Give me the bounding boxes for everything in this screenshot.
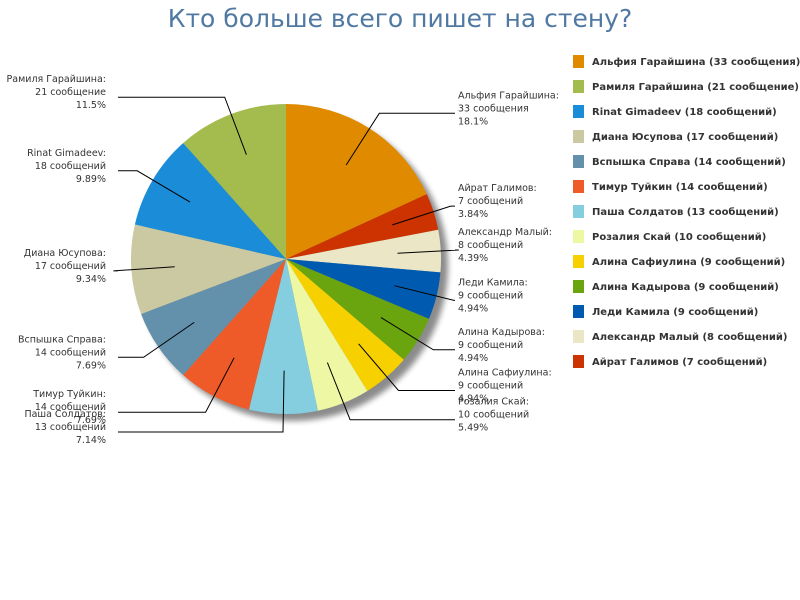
pie-slice-6 bbox=[286, 259, 368, 411]
pie-slice-11 bbox=[134, 142, 286, 259]
pie-slice-7 bbox=[248, 259, 318, 415]
legend-swatch-10 bbox=[573, 305, 584, 318]
callout-label-12-value: 21 сообщение bbox=[35, 87, 106, 98]
callout-line-8 bbox=[118, 357, 235, 413]
callout-line-7 bbox=[118, 370, 285, 433]
callout-label-9-percent: 7.69% bbox=[76, 360, 106, 371]
callout-line-9 bbox=[118, 321, 195, 358]
callout-label-2-name: Александр Малый: bbox=[458, 227, 552, 238]
legend-swatch-7 bbox=[573, 230, 584, 243]
callout-label-9-value: 14 сообщений bbox=[35, 347, 106, 358]
legend-swatch-0 bbox=[573, 55, 584, 68]
callout-line-11 bbox=[118, 170, 191, 203]
callout-label-2-value: 8 сообщений bbox=[458, 240, 523, 251]
callout-label-7-value: 13 сообщений bbox=[35, 422, 106, 433]
legend-label-10: Леди Камила (9 сообщений) bbox=[592, 306, 758, 318]
legend-swatch-9 bbox=[573, 280, 584, 293]
legend-label-1: Рамиля Гарайшина (21 сообщение) bbox=[592, 81, 799, 93]
legend-swatch-4 bbox=[573, 155, 584, 168]
callout-label-12-percent: 11.5% bbox=[76, 100, 106, 111]
callout-label-1-percent: 3.84% bbox=[458, 209, 488, 220]
callout-label-4-percent: 4.94% bbox=[458, 353, 488, 364]
callout-label-1-value: 7 сообщений bbox=[458, 196, 523, 207]
pie-slice-12 bbox=[183, 104, 286, 259]
callout-label-11-name: Rinat Gimadeev: bbox=[27, 148, 106, 159]
callout-label-10-value: 17 сообщений bbox=[35, 261, 106, 272]
legend: Альфия Гарайшина (33 сообщения) Рамиля Га… bbox=[573, 55, 800, 368]
pie-slice-2 bbox=[286, 229, 441, 273]
pie-slice-8 bbox=[183, 259, 286, 410]
chart-title: Кто больше всего пишет на стену? bbox=[167, 4, 633, 33]
callout-label-6-name: Розалия Скай: bbox=[458, 397, 529, 408]
callout-label-4-name: Алина Кадырова: bbox=[458, 327, 545, 338]
pie-slices bbox=[131, 104, 441, 415]
callout-line-4 bbox=[380, 317, 455, 351]
callout-label-3-percent: 4.94% bbox=[458, 303, 488, 314]
callout-label-8-name: Тимур Туйкин: bbox=[32, 389, 106, 400]
callout-line-5 bbox=[358, 343, 455, 391]
callout-label-0-percent: 18.1% bbox=[458, 116, 488, 127]
legend-label-2: Rinat Gimadeev (18 сообщений) bbox=[592, 106, 777, 118]
legend-swatch-12 bbox=[573, 355, 584, 368]
legend-swatch-3 bbox=[573, 130, 584, 143]
callout-label-8-value: 14 сообщений bbox=[35, 402, 106, 413]
legend-label-3: Диана Юсупова (17 сообщений) bbox=[592, 131, 778, 143]
callout-line-10 bbox=[113, 266, 175, 272]
callout-label-8-percent: 7.69% bbox=[76, 415, 106, 426]
callout-label-6-value: 10 сообщений bbox=[458, 410, 529, 421]
legend-swatch-6 bbox=[573, 205, 584, 218]
pie-slice-4 bbox=[286, 259, 429, 360]
callout-label-2-percent: 4.39% bbox=[458, 253, 488, 264]
callout-label-7-percent: 7.14% bbox=[76, 435, 106, 446]
legend-swatch-2 bbox=[573, 105, 584, 118]
legend-swatch-1 bbox=[573, 80, 584, 93]
callout-label-4-value: 9 сообщений bbox=[458, 340, 523, 351]
pie-slice-5 bbox=[286, 259, 404, 391]
legend-swatch-8 bbox=[573, 255, 584, 268]
legend-label-4: Вспышка Справа (14 сообщений) bbox=[592, 156, 786, 168]
callout-label-5-value: 9 сообщений bbox=[458, 381, 523, 392]
callout-label-3-name: Леди Камила: bbox=[458, 277, 528, 288]
callout-label-5-name: Алина Сафиулина: bbox=[458, 368, 552, 379]
callout-label-6-percent: 5.49% bbox=[458, 423, 488, 434]
callout-line-6 bbox=[326, 362, 455, 421]
legend-label-5: Тимур Туйкин (14 сообщений) bbox=[592, 181, 768, 193]
legend-label-7: Розалия Скай (10 сообщений) bbox=[592, 231, 766, 243]
callout-line-1 bbox=[392, 205, 455, 226]
pie-slice-0 bbox=[286, 104, 427, 259]
pie-callouts: Альфия Гарайшина: 33 сообщения 18.1% Айрат … bbox=[7, 74, 559, 446]
legend-swatch-11 bbox=[573, 330, 584, 343]
callout-label-11-percent: 9.89% bbox=[76, 174, 106, 185]
callout-line-3 bbox=[394, 285, 455, 301]
legend-label-6: Паша Солдатов (13 сообщений) bbox=[592, 206, 779, 218]
legend-label-12: Айрат Галимов (7 сообщений) bbox=[592, 356, 767, 368]
callout-label-5-percent: 4.94% bbox=[458, 394, 488, 405]
callout-label-11-value: 18 сообщений bbox=[35, 161, 106, 172]
legend-label-9: Алина Кадырова (9 сообщений) bbox=[592, 281, 779, 293]
pie-slice-9 bbox=[141, 259, 286, 376]
pie-slice-10 bbox=[131, 224, 286, 314]
callout-label-1-name: Айрат Галимов: bbox=[458, 183, 537, 194]
legend-label-11: Александр Малый (8 сообщений) bbox=[592, 331, 787, 343]
legend-label-8: Алина Сафиулина (9 сообщений) bbox=[592, 256, 785, 268]
callout-label-0-value: 33 сообщения bbox=[458, 103, 529, 114]
pie-slice-1 bbox=[286, 194, 439, 259]
callout-line-12 bbox=[118, 96, 247, 155]
callout-label-12-name: Рамиля Гарайшина: bbox=[7, 74, 106, 85]
callout-label-9-name: Вспышка Справа: bbox=[18, 334, 106, 345]
callout-line-0 bbox=[345, 112, 455, 166]
callout-label-10-percent: 9.34% bbox=[76, 274, 106, 285]
callout-label-7-name: Паша Солдатов: bbox=[24, 409, 106, 420]
callout-label-10-name: Диана Юсупова: bbox=[24, 248, 106, 259]
callout-label-3-value: 9 сообщений bbox=[458, 290, 523, 301]
legend-swatch-5 bbox=[573, 180, 584, 193]
callout-line-2 bbox=[397, 249, 459, 254]
pie-slice-3 bbox=[286, 259, 441, 319]
legend-label-0: Альфия Гарайшина (33 сообщения) bbox=[592, 56, 800, 68]
callout-label-0-name: Альфия Гарайшина: bbox=[458, 90, 559, 101]
